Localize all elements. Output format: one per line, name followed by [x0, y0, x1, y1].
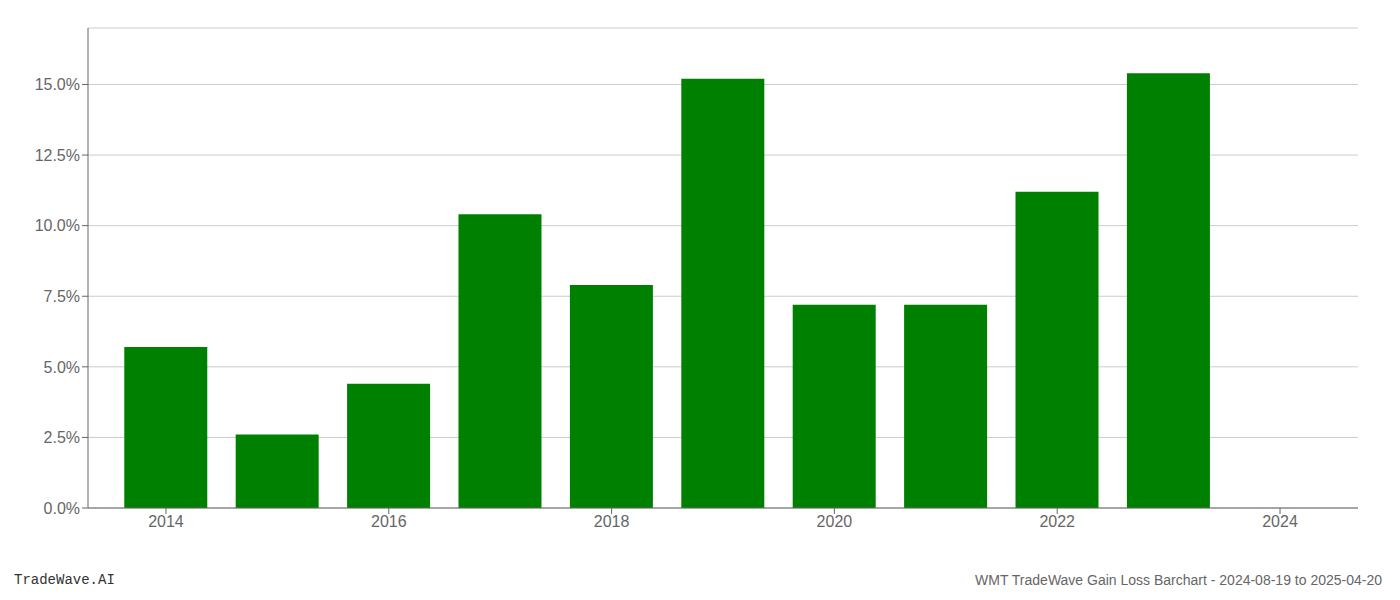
svg-text:2024: 2024	[1262, 513, 1298, 530]
svg-text:2.5%: 2.5%	[44, 429, 80, 446]
svg-text:12.5%: 12.5%	[35, 147, 80, 164]
html-text:TradeWave.AI: TradeWave.AI	[14, 572, 115, 588]
svg-text:5.0%: 5.0%	[44, 359, 80, 376]
html-text:WMT TradeWave Gain Loss Barcha: WMT TradeWave Gain Loss Barchart - 2024-…	[975, 572, 1382, 588]
svg-text:10.0%: 10.0%	[35, 217, 80, 234]
svg-text:2014: 2014	[148, 513, 184, 530]
svg-text:0.0%: 0.0%	[44, 500, 80, 517]
svg-text:2022: 2022	[1039, 513, 1075, 530]
svg-text:7.5%: 7.5%	[44, 288, 80, 305]
svg-text:2018: 2018	[594, 513, 630, 530]
svg-text:15.0%: 15.0%	[35, 76, 80, 93]
svg-text:2016: 2016	[371, 513, 407, 530]
svg-text:2020: 2020	[817, 513, 853, 530]
